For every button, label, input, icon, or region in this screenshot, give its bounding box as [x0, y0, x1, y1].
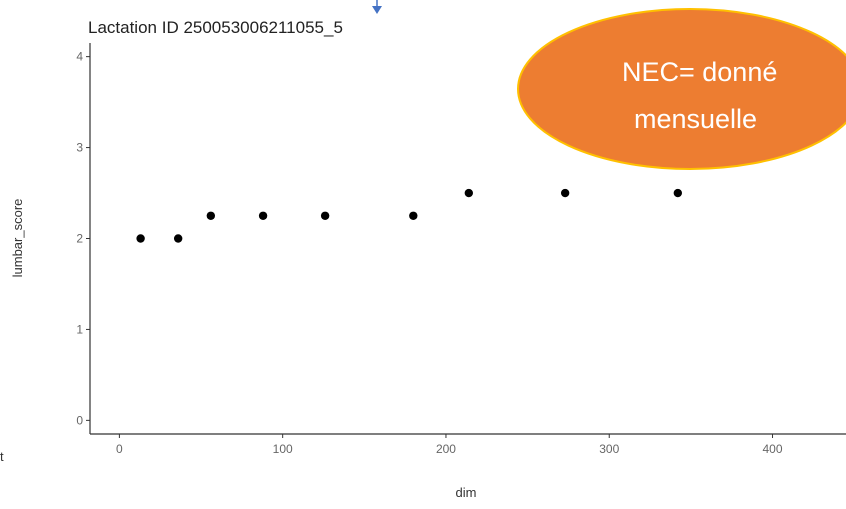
x-tick-label: 400 [763, 442, 783, 456]
data-points [136, 188, 683, 243]
data-point [464, 188, 474, 198]
chart-title: Lactation ID 250053006211055_5 [88, 18, 343, 37]
data-point [258, 211, 268, 220]
data-point [136, 234, 145, 243]
y-tick-label: 1 [76, 322, 83, 336]
x-axis-label: dim [456, 485, 477, 500]
arrow-head [372, 6, 382, 14]
data-point [560, 188, 570, 198]
y-tick-label: 3 [76, 141, 83, 155]
x-tick-label: 0 [116, 442, 123, 456]
data-point [673, 188, 683, 198]
callout-line-1: NEC= donné [622, 57, 777, 87]
x-tick-label: 200 [436, 442, 456, 456]
data-point [409, 211, 418, 220]
stray-text: t [0, 449, 4, 464]
callout-ellipse [517, 8, 846, 170]
y-tick-label: 0 [76, 413, 83, 427]
y-tick-label: 4 [76, 50, 83, 64]
x-tick-label: 300 [599, 442, 619, 456]
y-tick-label: 2 [76, 232, 83, 246]
x-tick-label: 100 [273, 442, 293, 456]
callout: NEC= donné mensuelle [517, 8, 846, 170]
data-point [206, 211, 216, 220]
callout-line-2: mensuelle [634, 104, 757, 134]
y-axis-label: lumbar_score [10, 199, 25, 278]
axis-ticks: 0 1 2 3 4 0 100 200 300 400 [76, 50, 783, 456]
plot-area: 0 1 2 3 4 0 100 200 300 400 [76, 43, 846, 456]
data-point [173, 234, 183, 243]
data-point [320, 211, 330, 220]
